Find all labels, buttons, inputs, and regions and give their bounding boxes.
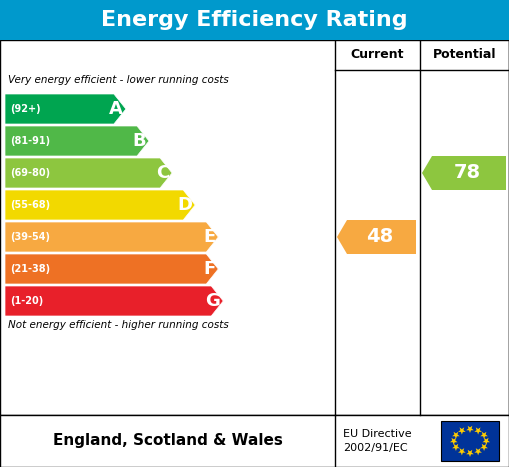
Text: (39-54): (39-54) <box>10 232 50 242</box>
Text: (69-80): (69-80) <box>10 168 50 178</box>
Polygon shape <box>450 438 458 445</box>
Text: B: B <box>132 132 146 150</box>
Polygon shape <box>452 444 460 451</box>
Text: C: C <box>156 164 169 182</box>
Polygon shape <box>5 222 218 252</box>
Text: A: A <box>109 100 123 118</box>
Text: Not energy efficient - higher running costs: Not energy efficient - higher running co… <box>8 320 229 330</box>
Bar <box>441 421 499 461</box>
Polygon shape <box>458 448 466 455</box>
Polygon shape <box>474 427 482 435</box>
Polygon shape <box>422 156 506 190</box>
Text: E: E <box>203 228 215 246</box>
Text: 78: 78 <box>454 163 480 183</box>
Polygon shape <box>452 432 460 439</box>
Text: England, Scotland & Wales: England, Scotland & Wales <box>52 433 282 448</box>
Polygon shape <box>5 158 172 188</box>
Text: (21-38): (21-38) <box>10 264 50 274</box>
Polygon shape <box>466 426 474 433</box>
Polygon shape <box>5 190 195 220</box>
Text: Current: Current <box>351 49 404 62</box>
Text: EU Directive
2002/91/EC: EU Directive 2002/91/EC <box>343 429 412 453</box>
Text: (55-68): (55-68) <box>10 200 50 210</box>
Polygon shape <box>5 254 218 284</box>
Bar <box>0 40 509 415</box>
Text: (1-20): (1-20) <box>10 296 43 306</box>
Text: Very energy efficient - lower running costs: Very energy efficient - lower running co… <box>8 75 229 85</box>
Polygon shape <box>480 444 488 451</box>
Polygon shape <box>458 427 466 435</box>
Polygon shape <box>5 286 223 316</box>
Text: D: D <box>177 196 192 214</box>
Text: G: G <box>205 292 220 310</box>
Text: 48: 48 <box>366 227 393 247</box>
Text: Potential: Potential <box>433 49 496 62</box>
Polygon shape <box>474 448 482 455</box>
Polygon shape <box>483 438 490 445</box>
Text: (92+): (92+) <box>10 104 41 114</box>
Text: (81-91): (81-91) <box>10 136 50 146</box>
Polygon shape <box>337 220 416 254</box>
Polygon shape <box>466 450 474 457</box>
Polygon shape <box>5 126 149 156</box>
Bar <box>0 415 509 467</box>
Polygon shape <box>480 432 488 439</box>
Bar <box>0 0 509 40</box>
Text: Energy Efficiency Rating: Energy Efficiency Rating <box>101 10 408 30</box>
Polygon shape <box>5 94 126 124</box>
Text: F: F <box>203 260 215 278</box>
